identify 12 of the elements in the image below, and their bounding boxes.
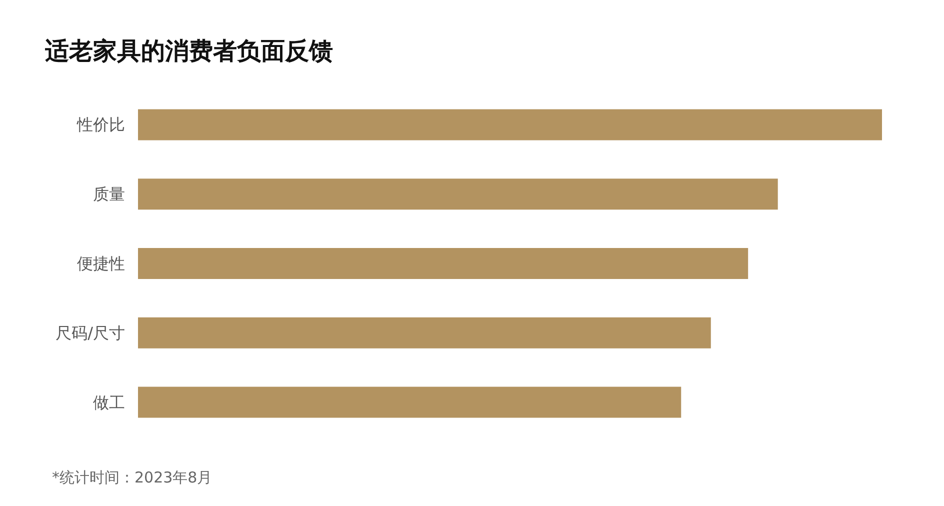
bar — [138, 386, 682, 418]
chart-title: 适老家具的消费者负面反馈 — [44, 37, 333, 65]
y-tick-label: 做工 — [93, 392, 125, 412]
bar — [138, 317, 711, 348]
bar — [138, 248, 748, 279]
bar — [138, 109, 882, 140]
bar — [138, 178, 778, 210]
y-tick-label: 便捷性 — [77, 254, 125, 273]
y-tick-label: 尺码/尺寸 — [56, 323, 125, 342]
text: *统计时间：2023年8月 — [52, 468, 212, 486]
y-tick-label: 性价比 — [76, 115, 125, 134]
y-tick-label: 质量 — [93, 184, 125, 204]
